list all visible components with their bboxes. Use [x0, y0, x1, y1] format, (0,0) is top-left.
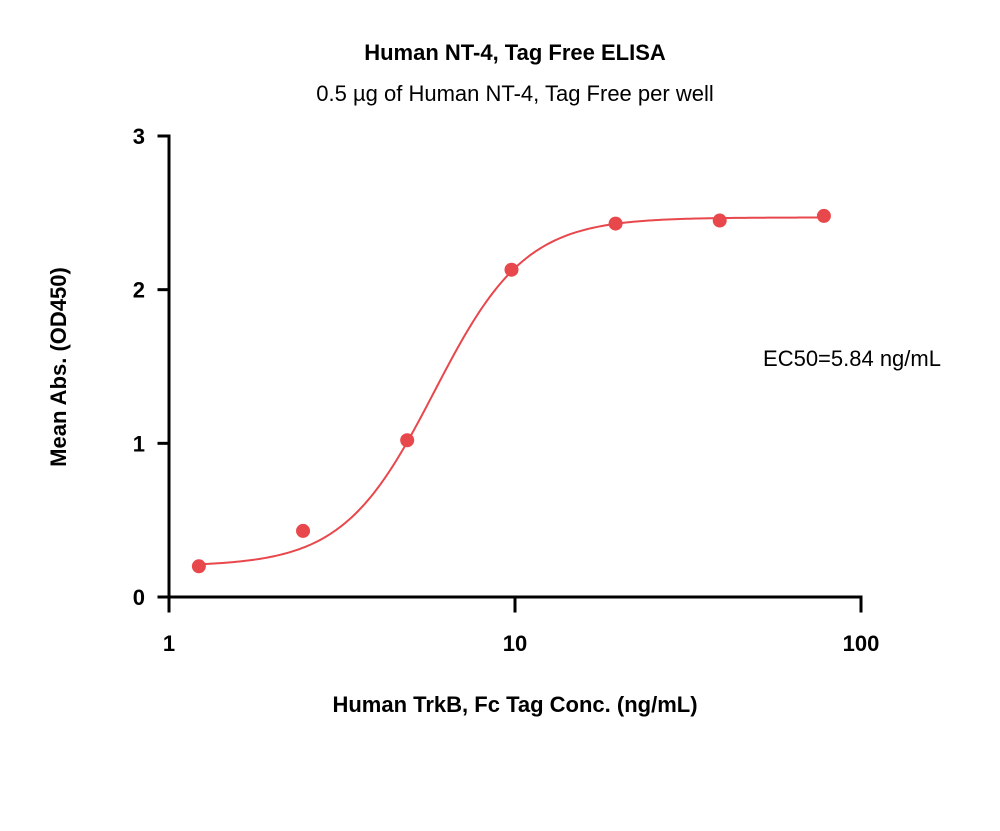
y-axis-label: Mean Abs. (OD450): [46, 267, 71, 467]
x-tick-label: 100: [843, 631, 880, 656]
data-points: [191, 208, 831, 574]
y-tick-label: 3: [133, 124, 145, 149]
x-tick-label: 10: [503, 631, 527, 656]
chart-subtitle: 0.5 µg of Human NT-4, Tag Free per well: [316, 81, 713, 106]
y-tick-label: 0: [133, 585, 145, 610]
x-axis-label: Human TrkB, Fc Tag Conc. (ng/mL): [332, 692, 697, 717]
data-point: [608, 216, 623, 231]
data-point: [296, 523, 311, 538]
ec50-annotation: EC50=5.84 ng/mL: [763, 346, 941, 371]
y-tick-label: 2: [133, 278, 145, 303]
data-point: [816, 208, 831, 223]
data-point: [400, 433, 415, 448]
data-point: [712, 213, 727, 228]
y-tick-label: 1: [133, 431, 145, 456]
data-point: [191, 559, 206, 574]
x-tick-label: 1: [163, 631, 175, 656]
data-point: [504, 262, 519, 277]
chart-title: Human NT-4, Tag Free ELISA: [364, 40, 666, 65]
